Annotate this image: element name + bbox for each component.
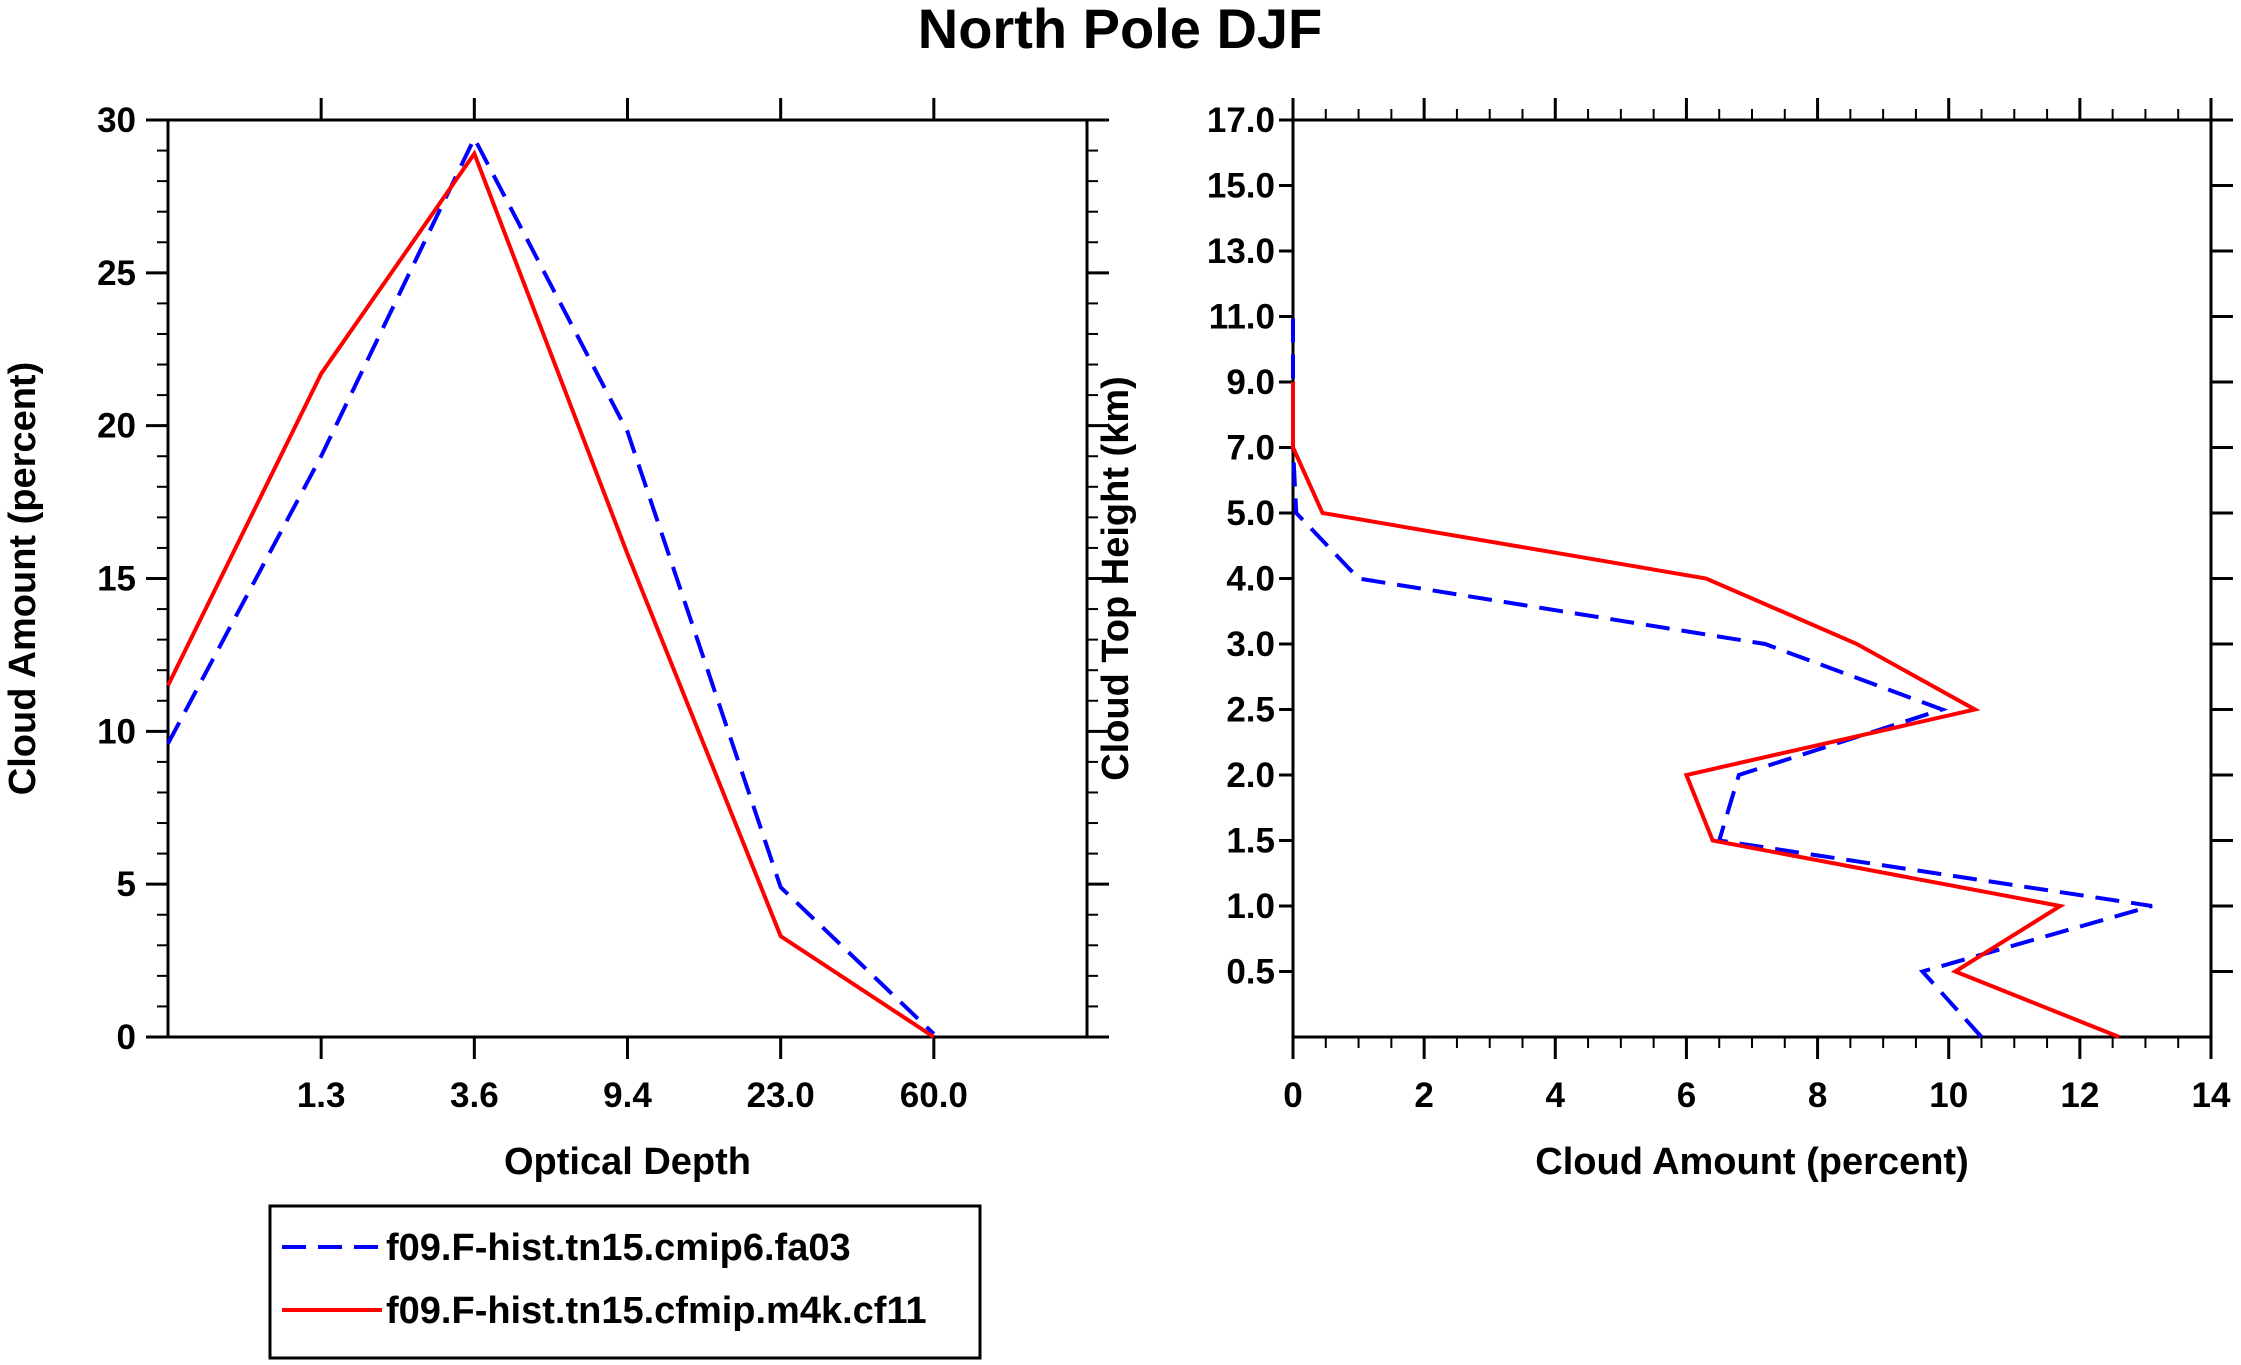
legend-label-cmip6: f09.F-hist.tn15.cmip6.fa03: [386, 1227, 851, 1269]
x-tick-label: 60.0: [900, 1076, 968, 1115]
legend-box: [268, 1204, 982, 1360]
y-tick-label: 0.5: [1226, 953, 1275, 992]
x-tick-label: 14: [2192, 1076, 2231, 1115]
legend-label-m4k: f09.F-hist.tn15.cfmip.m4k.cf11: [386, 1290, 927, 1332]
y-tick-label: 25: [97, 254, 136, 293]
y-axis-label: Cloud Top Height (km): [1095, 376, 1137, 781]
x-tick-label: 23.0: [747, 1076, 815, 1115]
optical-depth-chart: 0 5 10 15 20 25 30 1.3 3.6 9.4 23.0 60.0 Optical Dep…: [2, 98, 1109, 1183]
y-tick-label: 20: [97, 407, 136, 446]
legend: f09.F-hist.tn15.cmip6.fa03 f09.F-hist.tn…: [268, 1204, 982, 1360]
y-tick-label: 10: [97, 712, 136, 751]
cloud-top-height-chart: 0.5 1.0 1.5 2.0 2.5 3.0 4.0 5.0 7.0 9.0 11.0 13.0 15…: [1095, 98, 2233, 1183]
y-tick-label: 1.5: [1226, 822, 1275, 861]
plot-frame: [1291, 118, 2213, 1039]
y-tick-label: 4.0: [1226, 560, 1275, 599]
plot-frame: [166, 118, 1089, 1039]
x-tick-label: 3.6: [450, 1076, 499, 1115]
y-tick-label: 7.0: [1226, 429, 1275, 468]
y-tick-label: 15.0: [1207, 167, 1275, 206]
x-tick-label: 10: [1929, 1076, 1968, 1115]
y-tick-label: 5.0: [1226, 494, 1275, 533]
y-tick-label: 9.0: [1226, 363, 1275, 402]
y-tick-label: 2.0: [1226, 756, 1275, 795]
figure-title: North Pole DJF: [918, 0, 1322, 60]
y-tick-label: 17.0: [1207, 101, 1275, 140]
y-tick-label: 0: [117, 1018, 136, 1057]
series-line-0: [166, 133, 936, 1036]
y-tick-label: 30: [97, 101, 136, 140]
y-tick-label: 3.0: [1226, 625, 1275, 664]
x-tick-label: 4: [1546, 1076, 1566, 1115]
x-tick-label: 1.3: [297, 1076, 346, 1115]
series-line-1: [166, 149, 935, 1039]
y-tick-label: 11.0: [1209, 298, 1275, 337]
x-axis-label: Optical Depth: [504, 1141, 751, 1183]
y-tick-label: 13.0: [1207, 232, 1275, 271]
y-axis-label: Cloud Amount (percent): [2, 362, 44, 795]
x-axis-label: Cloud Amount (percent): [1535, 1141, 1968, 1183]
y-tick-label: 1.0: [1226, 887, 1275, 926]
y-tick-label: 15: [97, 560, 136, 599]
y-tick-label: 5: [117, 865, 136, 904]
x-tick-label: 8: [1808, 1076, 1827, 1115]
x-tick-label: 0: [1283, 1076, 1302, 1115]
x-tick-label: 2: [1414, 1076, 1433, 1115]
series-line-1: [1291, 382, 2120, 1039]
x-tick-label: 12: [2060, 1076, 2099, 1115]
y-tick-label: 2.5: [1226, 691, 1275, 730]
x-tick-label: 6: [1677, 1076, 1696, 1115]
x-tick-label: 9.4: [603, 1076, 652, 1115]
